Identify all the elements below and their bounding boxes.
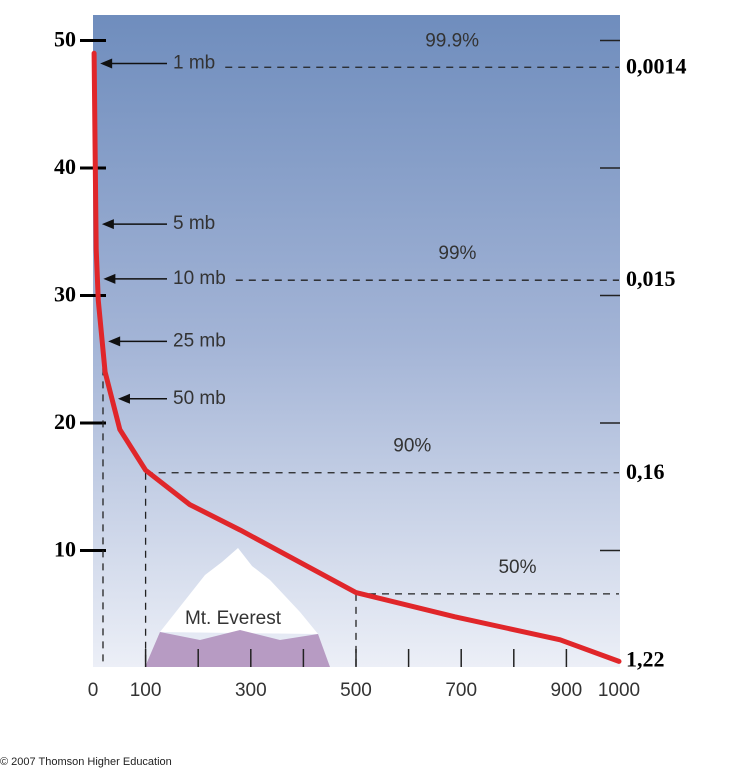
- x-tick-label: 100: [130, 680, 162, 701]
- x-tick-label: 900: [551, 680, 583, 701]
- pressure-label: 25 mb: [173, 330, 226, 351]
- level-percent: 50%: [498, 557, 536, 578]
- x-tick-label: 1000: [598, 680, 640, 701]
- y-tick-label: 50: [54, 27, 76, 52]
- curve: [91, 50, 622, 664]
- x-tick-label: 0: [88, 680, 99, 701]
- x-tick-label: 700: [445, 680, 477, 701]
- x-tick-label: 300: [235, 680, 267, 701]
- mountain-base: [145, 630, 330, 667]
- arrow-head: [101, 219, 114, 230]
- density-label: 0,0014: [626, 53, 687, 78]
- mountain-label: Mt. Everest: [185, 608, 282, 629]
- y-tick-label: 20: [54, 409, 76, 434]
- plot-background: [93, 15, 620, 667]
- copyright: © 2007 Thomson Higher Education: [0, 756, 172, 768]
- level-percent: 90%: [393, 436, 431, 457]
- x-tick-label: 500: [340, 680, 372, 701]
- pressure-label: 10 mb: [173, 268, 226, 289]
- level-percent: 99%: [438, 243, 476, 264]
- pressure-label: 5 mb: [173, 213, 215, 234]
- y-tick-label: 10: [54, 537, 76, 562]
- arrow-head: [100, 58, 113, 69]
- level-percent: 99.9%: [425, 30, 479, 51]
- density-label: 0,16: [626, 459, 665, 484]
- arrow-head: [103, 273, 116, 284]
- arrow-head: [108, 336, 121, 347]
- density-label: 0,015: [626, 266, 676, 291]
- pressure-label: 50 mb: [173, 388, 226, 409]
- mountain-snow: [160, 548, 318, 634]
- y-tick-label: 40: [54, 154, 76, 179]
- density-label: 1,22: [626, 646, 665, 671]
- arrow-head: [117, 393, 130, 404]
- mountain: [145, 548, 330, 667]
- y-tick-label: 30: [54, 282, 76, 307]
- pressure-label: 1 mb: [173, 52, 215, 73]
